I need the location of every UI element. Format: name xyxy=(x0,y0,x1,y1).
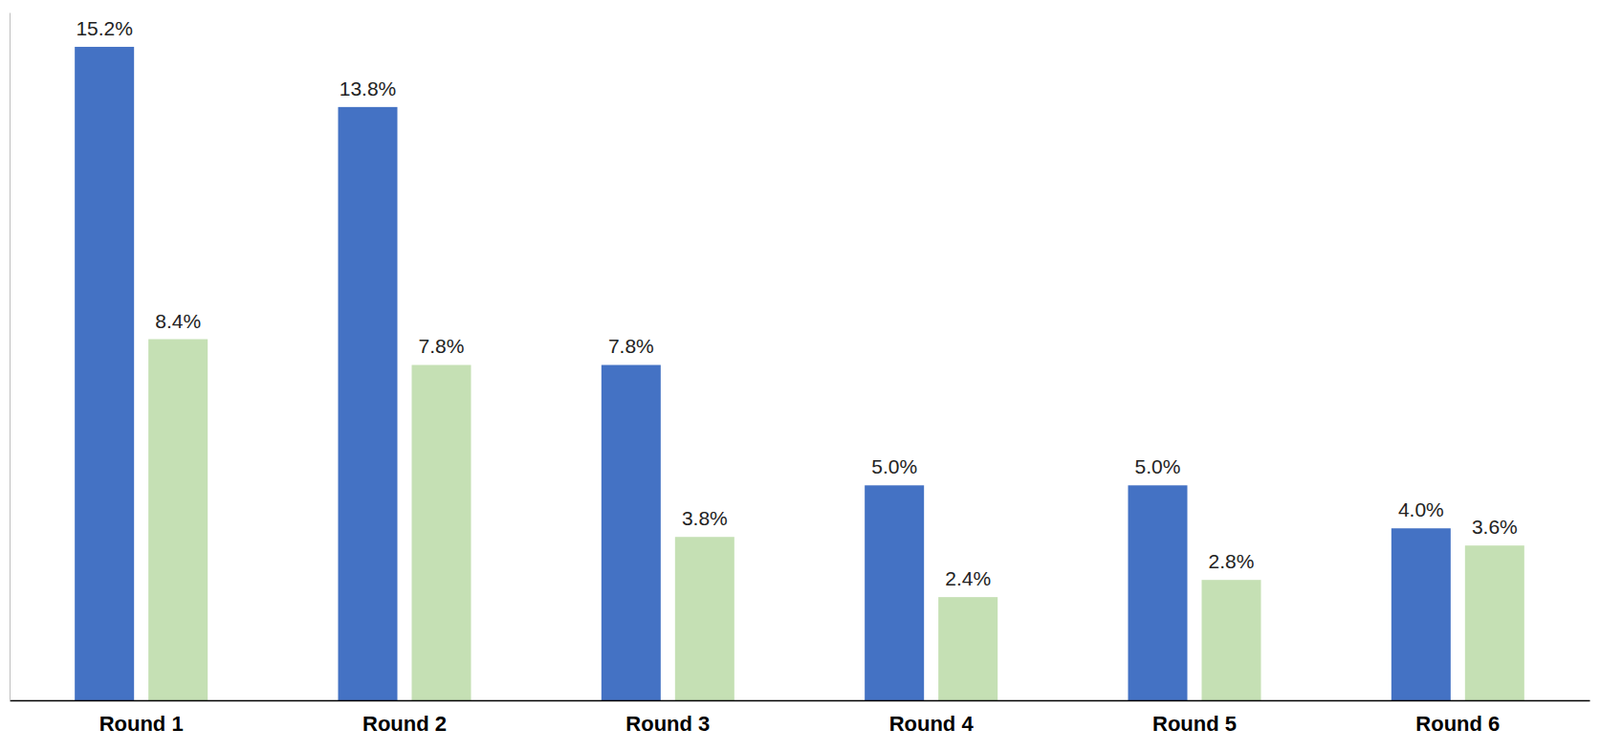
bar xyxy=(601,364,661,701)
data-labels: 15.2% 13.8% 7.8% 5.0% 5.0% 4.0% 8.4% 7.8% 3.8% 2.… xyxy=(75,17,1517,590)
x-axis: Round 1 Round 2 Round 3 Round 4 Round 5 Round… xyxy=(10,700,1591,736)
data-label: 2.4% xyxy=(944,567,991,590)
x-tick-label: Round 5 xyxy=(1152,711,1237,736)
x-tick: Round 6 xyxy=(1415,700,1500,736)
x-tick-label: Round 6 xyxy=(1415,711,1500,736)
x-tick-label: Round 4 xyxy=(889,711,975,736)
data-label: 5.0% xyxy=(1135,455,1182,478)
data-label: 4.0% xyxy=(1398,498,1445,521)
bar xyxy=(1128,484,1188,701)
x-axis-line xyxy=(10,700,1591,702)
bar xyxy=(74,46,134,701)
data-label: 15.2% xyxy=(75,17,133,40)
x-tick: Round 3 xyxy=(625,700,710,736)
bar xyxy=(864,484,924,701)
data-label: 2.8% xyxy=(1208,549,1255,572)
bar xyxy=(1465,545,1525,701)
bar xyxy=(1202,579,1262,701)
x-tick-label: Round 3 xyxy=(625,711,710,736)
data-label: 7.8% xyxy=(608,334,655,357)
bar xyxy=(148,339,208,701)
x-tick-label: Round 1 xyxy=(99,711,184,736)
data-label: 3.8% xyxy=(681,506,728,529)
y-axis-line xyxy=(9,13,11,702)
x-tick: Round 5 xyxy=(1152,700,1237,736)
x-tick-label: Round 2 xyxy=(362,711,447,736)
bars xyxy=(74,46,1525,701)
data-label: 5.0% xyxy=(871,455,918,478)
x-tick: Round 1 xyxy=(99,700,184,736)
x-tick: Round 4 xyxy=(889,700,975,736)
data-label: 3.6% xyxy=(1471,515,1518,538)
bar xyxy=(938,596,998,701)
data-label: 8.4% xyxy=(154,309,201,332)
bar xyxy=(1391,527,1451,701)
bar xyxy=(338,107,398,701)
chart: 15.2% 13.8% 7.8% 5.0% 5.0% 4.0% 8.4% 7.8% 3.8% 2.… xyxy=(0,0,1600,751)
y-axis xyxy=(9,13,11,702)
data-label: 13.8% xyxy=(339,77,397,100)
data-label: 7.8% xyxy=(418,334,465,357)
x-tick: Round 2 xyxy=(362,700,447,736)
bar xyxy=(675,536,735,701)
bar xyxy=(412,364,472,701)
